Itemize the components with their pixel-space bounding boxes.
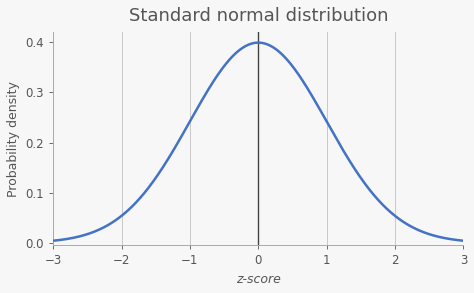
Y-axis label: Probability density: Probability density	[7, 81, 20, 197]
X-axis label: z-score: z-score	[236, 273, 281, 286]
Title: Standard normal distribution: Standard normal distribution	[128, 7, 388, 25]
